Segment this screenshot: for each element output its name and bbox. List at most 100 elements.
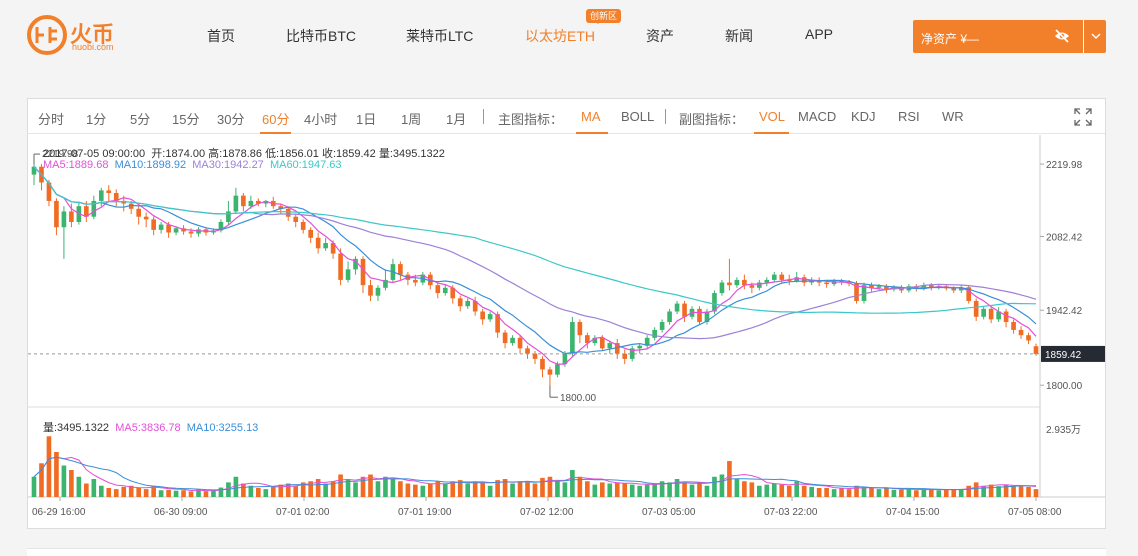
candle-body	[674, 303, 680, 312]
volume-bar	[958, 488, 964, 497]
candle-body	[457, 298, 463, 307]
info-ma10: MA10:1898.92	[114, 159, 187, 171]
candle-body	[697, 308, 702, 323]
time-tick-label: 06-30 09:00	[154, 507, 208, 518]
period-1mo[interactable]: 1月	[446, 112, 467, 127]
volume-bar	[839, 488, 844, 497]
volume-bar	[607, 483, 613, 497]
ma10-line	[33, 166, 1037, 355]
fullscreen-icon[interactable]	[1074, 108, 1092, 126]
volume-bar	[278, 484, 284, 497]
nav-news[interactable]: 新闻	[725, 28, 753, 44]
candle-body	[226, 211, 231, 222]
volume-bar	[151, 485, 156, 497]
chart-toolbar: 分时 1分 5分 15分 30分 60分 4小时 1日 1周 1月 主图指标： …	[28, 99, 1105, 134]
indicator-kdj[interactable]: KDJ	[851, 109, 876, 124]
volume-bar	[973, 482, 979, 497]
period-30m[interactable]: 30分	[217, 112, 245, 127]
volume-bar	[577, 476, 583, 497]
toolbar-separator	[483, 109, 484, 124]
volume-bar	[599, 482, 605, 497]
volume-bar	[517, 481, 523, 497]
volume-bar	[76, 476, 82, 497]
chevron-down-icon[interactable]	[1091, 31, 1101, 41]
volume-bar	[532, 483, 538, 497]
period-15m[interactable]: 15分	[172, 112, 200, 127]
volume-bar	[585, 481, 590, 497]
kline-chart-panel: 分时 1分 5分 15分 30分 60分 4小时 1日 1周 1月 主图指标： …	[27, 98, 1106, 529]
nav-app[interactable]: APP	[805, 26, 834, 42]
volume-bar	[136, 488, 142, 497]
net-assets-button[interactable]: 净资产 ¥—	[913, 20, 1106, 53]
volume-bar	[943, 490, 949, 497]
candle-body	[861, 285, 867, 301]
candle-body	[734, 279, 740, 286]
period-1w[interactable]: 1周	[401, 112, 422, 127]
volume-bar	[211, 490, 216, 497]
candle-body	[585, 335, 590, 344]
period-1m[interactable]: 1分	[86, 112, 107, 127]
volume-bar	[128, 485, 134, 497]
period-5m[interactable]: 5分	[130, 112, 151, 127]
volume-bar	[450, 481, 456, 497]
candle-body	[293, 216, 299, 222]
price-tick-label: 1800.00	[1046, 381, 1083, 392]
nav-ltc[interactable]: 莱特币LTC	[406, 28, 474, 44]
nav-eth[interactable]: 以太坊ETH	[525, 28, 595, 44]
candle-body	[151, 219, 156, 230]
info-vol-ma10: MA10:3255.13	[186, 422, 259, 434]
volume-bar	[809, 486, 814, 497]
time-tick-label: 07-01 19:00	[398, 507, 452, 518]
kline-chart[interactable]: 2219.98 2082.42 1942.42 1800.00 2.935万 1859.4…	[28, 135, 1105, 529]
indicator-rsi[interactable]: RSI	[898, 109, 920, 124]
candle-body	[570, 322, 575, 354]
candle-body	[435, 285, 441, 294]
ma60-line	[33, 166, 1037, 314]
volume-bar	[951, 489, 957, 497]
candle-body	[480, 311, 485, 320]
period-60m[interactable]: 60分	[262, 112, 290, 127]
volume-bar	[69, 470, 74, 497]
candle-body	[771, 274, 777, 280]
period-active-underline	[260, 132, 291, 134]
period-timeline[interactable]: 分时	[38, 112, 65, 127]
candle-body	[988, 308, 994, 320]
candle-body	[308, 229, 313, 238]
candle-body	[794, 277, 800, 281]
volume-bar	[270, 486, 276, 497]
indicator-macd[interactable]: MACD	[798, 109, 837, 124]
time-tick-label: 07-03 22:00	[764, 507, 818, 518]
indicator-vol[interactable]: VOL	[759, 109, 786, 124]
period-4h[interactable]: 4小时	[304, 112, 338, 127]
volume-bar	[592, 484, 598, 497]
volume-bar	[547, 476, 553, 497]
volume-bar	[629, 484, 635, 497]
volume-bar	[495, 480, 500, 497]
indicator-wr[interactable]: WR	[942, 109, 964, 124]
volume-bar	[203, 491, 209, 497]
candle-body	[921, 285, 927, 289]
nav-assets[interactable]: 资产	[646, 28, 674, 44]
period-1d[interactable]: 1日	[356, 112, 377, 127]
volume-bar	[256, 488, 261, 497]
indicator-boll[interactable]: BOLL	[621, 109, 655, 124]
candle-body	[824, 282, 829, 285]
candle-body	[323, 243, 328, 249]
volume-bar	[330, 481, 336, 497]
nav-home[interactable]: 首页	[207, 28, 235, 44]
candle-body	[143, 216, 149, 220]
eye-hidden-icon[interactable]	[1054, 29, 1070, 43]
toolbar-separator	[665, 109, 666, 124]
info-vol-ma5: MA5:3836.78	[115, 422, 181, 434]
volume-bar	[420, 485, 426, 497]
volume-bar	[46, 436, 52, 497]
indicator-ma[interactable]: MA	[581, 109, 601, 124]
huobi-logo[interactable]	[26, 14, 126, 56]
volume-bar	[988, 484, 994, 497]
volume-bar	[540, 477, 545, 497]
volume-bar	[921, 489, 927, 497]
volume-bar	[427, 483, 433, 497]
time-tick-label: 07-02 12:00	[520, 507, 574, 518]
nav-btc[interactable]: 比特币BTC	[286, 28, 356, 44]
volume-bar	[854, 485, 859, 497]
